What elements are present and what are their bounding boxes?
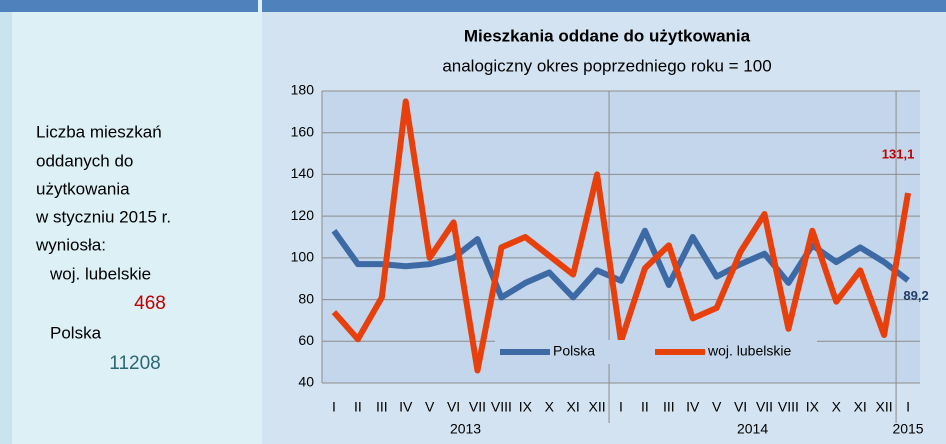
y-tick-label: 160 xyxy=(291,123,315,139)
x-tick-label: III xyxy=(663,399,675,415)
y-tick-label: 120 xyxy=(291,207,315,223)
x-tick-label: VIII xyxy=(491,399,512,415)
chart-subtitle: analogiczny okres poprzedniego roku = 10… xyxy=(442,56,771,75)
legend-label: woj. lubelskie xyxy=(707,343,791,359)
chart-title: Mieszkania oddane do użytkowania xyxy=(464,26,751,45)
top-bar xyxy=(262,0,946,12)
x-tick-label: XII xyxy=(876,399,893,415)
y-tick-label: 40 xyxy=(298,374,314,390)
top-bar xyxy=(0,0,258,12)
left-edge xyxy=(0,12,12,444)
y-tick-label: 100 xyxy=(291,249,315,265)
y-tick-label: 60 xyxy=(298,332,314,348)
region-label: woj. lubelskie xyxy=(49,264,151,283)
panel-text: Liczba mieszkań xyxy=(36,122,162,141)
x-tick-label: XI xyxy=(854,399,867,415)
year-label: 2013 xyxy=(450,421,481,437)
x-tick-label: IV xyxy=(399,399,413,415)
data-label: 89,2 xyxy=(903,288,928,303)
x-tick-label: I xyxy=(332,399,336,415)
x-tick-label: II xyxy=(641,399,649,415)
country-value: 11208 xyxy=(109,353,160,374)
x-tick-label: V xyxy=(712,399,722,415)
x-tick-label: VI xyxy=(447,399,460,415)
x-tick-label: X xyxy=(545,399,555,415)
y-tick-label: 80 xyxy=(298,290,314,306)
panel-text: oddanych do xyxy=(36,151,133,170)
year-label: 2014 xyxy=(737,421,768,437)
x-tick-label: III xyxy=(376,399,388,415)
legend-label: Polska xyxy=(553,343,595,359)
y-tick-label: 180 xyxy=(291,82,315,98)
x-tick-label: IX xyxy=(806,399,820,415)
country-label: Polska xyxy=(50,323,102,342)
year-label: 2015 xyxy=(892,421,923,437)
data-label: 131,1 xyxy=(882,146,915,161)
x-tick-label: I xyxy=(619,399,623,415)
x-tick-label: X xyxy=(832,399,842,415)
x-tick-label: II xyxy=(354,399,362,415)
x-tick-label: VI xyxy=(734,399,747,415)
panel-text: wyniosła: xyxy=(35,235,106,254)
panel-text: w styczniu 2015 r. xyxy=(35,207,171,226)
x-tick-label: VII xyxy=(756,399,773,415)
x-tick-label: V xyxy=(425,399,435,415)
series-line xyxy=(331,227,910,301)
panel-text: użytkowania xyxy=(36,179,130,198)
x-tick-label: I xyxy=(906,399,910,415)
x-tick-label: IX xyxy=(519,399,533,415)
y-tick-label: 140 xyxy=(291,165,315,181)
region-value: 468 xyxy=(134,293,166,314)
x-tick-label: VIII xyxy=(778,399,799,415)
x-tick-label: VII xyxy=(469,399,486,415)
x-tick-label: IV xyxy=(686,399,700,415)
x-tick-label: XII xyxy=(589,399,606,415)
x-tick-label: XI xyxy=(567,399,580,415)
